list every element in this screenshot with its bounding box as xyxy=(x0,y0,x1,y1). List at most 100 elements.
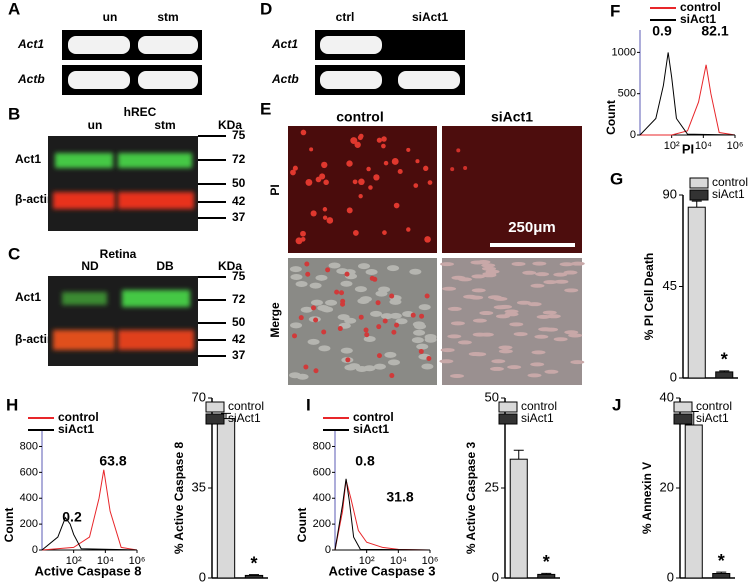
row-label: Act1 xyxy=(271,37,298,51)
cell xyxy=(357,135,363,141)
cell xyxy=(340,280,353,287)
legend-label: siAct1 xyxy=(680,12,716,26)
cell xyxy=(568,333,583,338)
legend-swatch xyxy=(673,413,693,425)
cell xyxy=(290,169,296,176)
cell xyxy=(352,230,359,236)
cell xyxy=(411,337,424,344)
cell xyxy=(511,261,526,266)
cell xyxy=(504,312,519,317)
column-label: control xyxy=(336,109,383,125)
cell xyxy=(376,324,382,330)
y-tick-label: 50 xyxy=(485,389,499,404)
x-tick-label: 10⁴ xyxy=(695,140,712,152)
y-axis-label: Count xyxy=(295,508,309,543)
cell xyxy=(317,305,330,312)
cell xyxy=(310,210,317,217)
gel-band xyxy=(138,36,198,54)
annotation: 63.8 xyxy=(99,453,126,469)
blot-band xyxy=(53,192,115,209)
micrograph xyxy=(288,258,437,385)
blot-image xyxy=(48,276,198,366)
lane-label: DB xyxy=(156,259,174,273)
blot-band xyxy=(62,292,107,305)
gel-band xyxy=(398,71,460,89)
cell xyxy=(295,237,303,245)
blot-band xyxy=(118,330,194,350)
cell xyxy=(300,306,313,313)
cell xyxy=(559,262,574,267)
gel-band xyxy=(68,36,130,54)
cell xyxy=(471,274,486,279)
cell xyxy=(305,271,311,277)
gel-band xyxy=(138,71,198,89)
cell xyxy=(509,322,524,327)
sample-label: Retina xyxy=(100,247,137,261)
annotation: * xyxy=(543,552,550,572)
cell xyxy=(289,372,302,379)
cell xyxy=(570,261,585,266)
cell xyxy=(292,165,298,171)
cell xyxy=(414,323,427,330)
cell xyxy=(352,179,358,185)
cell xyxy=(337,314,350,321)
cell xyxy=(376,137,382,143)
lane-label: ND xyxy=(81,259,99,273)
lane-label: stm xyxy=(157,10,178,24)
error-bar xyxy=(716,571,727,574)
y-tick-label: 0 xyxy=(667,569,674,584)
legend-swatch xyxy=(205,413,225,425)
bar xyxy=(687,206,706,379)
cell xyxy=(358,178,365,186)
y-axis-label: % Annexin V xyxy=(640,462,654,534)
cell xyxy=(298,315,304,321)
cell xyxy=(534,334,549,339)
legend-label: control xyxy=(521,399,557,413)
row-label: Act1 xyxy=(15,152,41,166)
cell xyxy=(363,365,376,372)
y-axis-label: Count xyxy=(604,100,618,135)
cell xyxy=(325,299,338,306)
panel-letter: G xyxy=(610,169,623,188)
row-label: Merge xyxy=(268,302,282,338)
cell xyxy=(328,262,341,269)
legend-label: control xyxy=(712,175,748,189)
cell xyxy=(391,158,399,165)
cell xyxy=(522,270,537,275)
cell xyxy=(450,167,455,172)
cell xyxy=(366,166,371,172)
cell xyxy=(426,355,432,361)
legend-label: siAct1 xyxy=(353,422,389,436)
cell xyxy=(290,274,303,281)
cell xyxy=(532,261,547,266)
cell xyxy=(387,359,400,366)
cell xyxy=(382,230,387,235)
y-tick-label: 200 xyxy=(313,518,331,530)
cell xyxy=(564,330,579,335)
series-line xyxy=(334,479,431,551)
cell xyxy=(564,288,579,293)
cell xyxy=(530,362,545,367)
cell-dots xyxy=(289,129,585,380)
blot-band xyxy=(118,192,194,209)
cell xyxy=(423,165,429,171)
marker-label: 75 xyxy=(232,128,246,142)
cell xyxy=(440,348,455,353)
sample-label: hREC xyxy=(124,105,157,119)
marker-label: 37 xyxy=(232,210,246,224)
cell xyxy=(536,314,551,319)
panel-letter: D xyxy=(260,0,272,18)
cell xyxy=(380,313,393,320)
cell xyxy=(439,359,454,364)
cell xyxy=(397,168,403,175)
legend-swatch xyxy=(689,177,709,189)
cell xyxy=(463,294,478,299)
cell xyxy=(381,143,386,149)
cell xyxy=(323,179,329,186)
cell xyxy=(389,312,402,319)
cell xyxy=(381,136,387,142)
cell xyxy=(383,160,389,166)
y-tick-label: 90 xyxy=(663,186,677,201)
lane-label: un xyxy=(88,118,103,132)
